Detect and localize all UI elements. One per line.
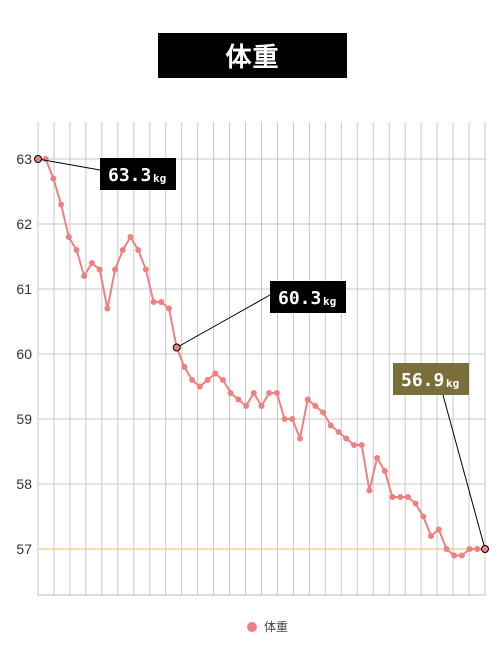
- data-point: [358, 442, 365, 448]
- data-point: [266, 390, 273, 396]
- data-point: [219, 377, 226, 383]
- data-point: [65, 234, 72, 240]
- data-point: [397, 494, 404, 500]
- data-point: [474, 546, 481, 552]
- chart-title: 体重: [158, 33, 347, 78]
- callout-box: [393, 363, 469, 395]
- callout-point: [172, 343, 181, 352]
- data-point: [281, 416, 288, 422]
- data-point: [150, 299, 157, 305]
- data-point: [312, 403, 319, 409]
- y-tick-label: 63: [16, 151, 32, 167]
- data-point: [273, 390, 280, 396]
- callout-value: 63.3: [108, 165, 151, 186]
- data-point: [119, 247, 126, 253]
- data-point: [196, 383, 203, 390]
- y-tick-label: 60: [16, 346, 32, 362]
- data-point: [320, 409, 327, 416]
- data-point: [404, 494, 411, 500]
- data-point: [73, 247, 80, 253]
- callout-unit: kg: [446, 377, 459, 390]
- data-point: [212, 370, 219, 377]
- data-point: [243, 403, 250, 409]
- data-point: [204, 377, 211, 383]
- data-point: [327, 422, 334, 429]
- data-point: [81, 273, 88, 279]
- data-point: [96, 266, 103, 273]
- callout-value: 56.9: [401, 370, 444, 391]
- callout-unit: kg: [153, 172, 166, 185]
- data-point: [250, 390, 257, 396]
- y-tick-label: 59: [16, 411, 32, 427]
- callout-unit: kg: [323, 295, 336, 308]
- data-point: [58, 201, 65, 208]
- data-point: [335, 429, 342, 435]
- data-point: [428, 533, 435, 539]
- data-point: [350, 442, 357, 448]
- y-tick-label: 58: [16, 476, 32, 492]
- grid-lines: [37, 122, 486, 596]
- data-point: [389, 494, 396, 500]
- callout-value: 60.3: [278, 288, 321, 309]
- data-point: [443, 546, 450, 552]
- data-point: [104, 305, 111, 312]
- data-point: [289, 416, 296, 422]
- data-point: [127, 234, 134, 240]
- y-tick-label: 61: [16, 281, 32, 297]
- data-point: [166, 305, 173, 312]
- data-point: [235, 396, 242, 403]
- data-point: [227, 390, 234, 396]
- data-point: [381, 468, 388, 474]
- data-point: [88, 260, 95, 266]
- callout-box: [100, 158, 176, 190]
- legend-label: 体重: [264, 620, 288, 634]
- callout-point: [481, 545, 489, 553]
- data-point: [50, 175, 57, 182]
- data-point: [451, 552, 458, 559]
- data-point: [374, 455, 381, 461]
- legend[interactable]: 体重: [247, 620, 288, 634]
- data-point: [297, 435, 304, 442]
- y-axis-ticks: 57 58 59 60 61 62 63: [16, 151, 32, 557]
- data-point: [258, 403, 265, 409]
- data-point: [189, 377, 196, 383]
- data-point: [112, 266, 119, 273]
- data-point: [181, 364, 188, 370]
- callout-leader: [442, 394, 486, 550]
- data-point: [142, 266, 149, 273]
- callout-box: [270, 281, 346, 313]
- data-point: [304, 396, 311, 403]
- callout-leader: [37, 158, 101, 171]
- data-point: [435, 526, 442, 533]
- data-point: [420, 513, 427, 520]
- data-point: [466, 546, 473, 552]
- y-tick-label: 62: [16, 216, 32, 232]
- data-point: [343, 435, 350, 442]
- data-point: [366, 487, 373, 494]
- callout-point: [34, 155, 42, 163]
- data-point: [458, 552, 465, 559]
- legend-marker: [247, 622, 257, 632]
- data-point: [412, 500, 419, 507]
- data-point: [158, 299, 165, 305]
- y-tick-label: 57: [16, 541, 32, 557]
- data-point: [135, 247, 142, 253]
- callout-leader: [176, 294, 271, 348]
